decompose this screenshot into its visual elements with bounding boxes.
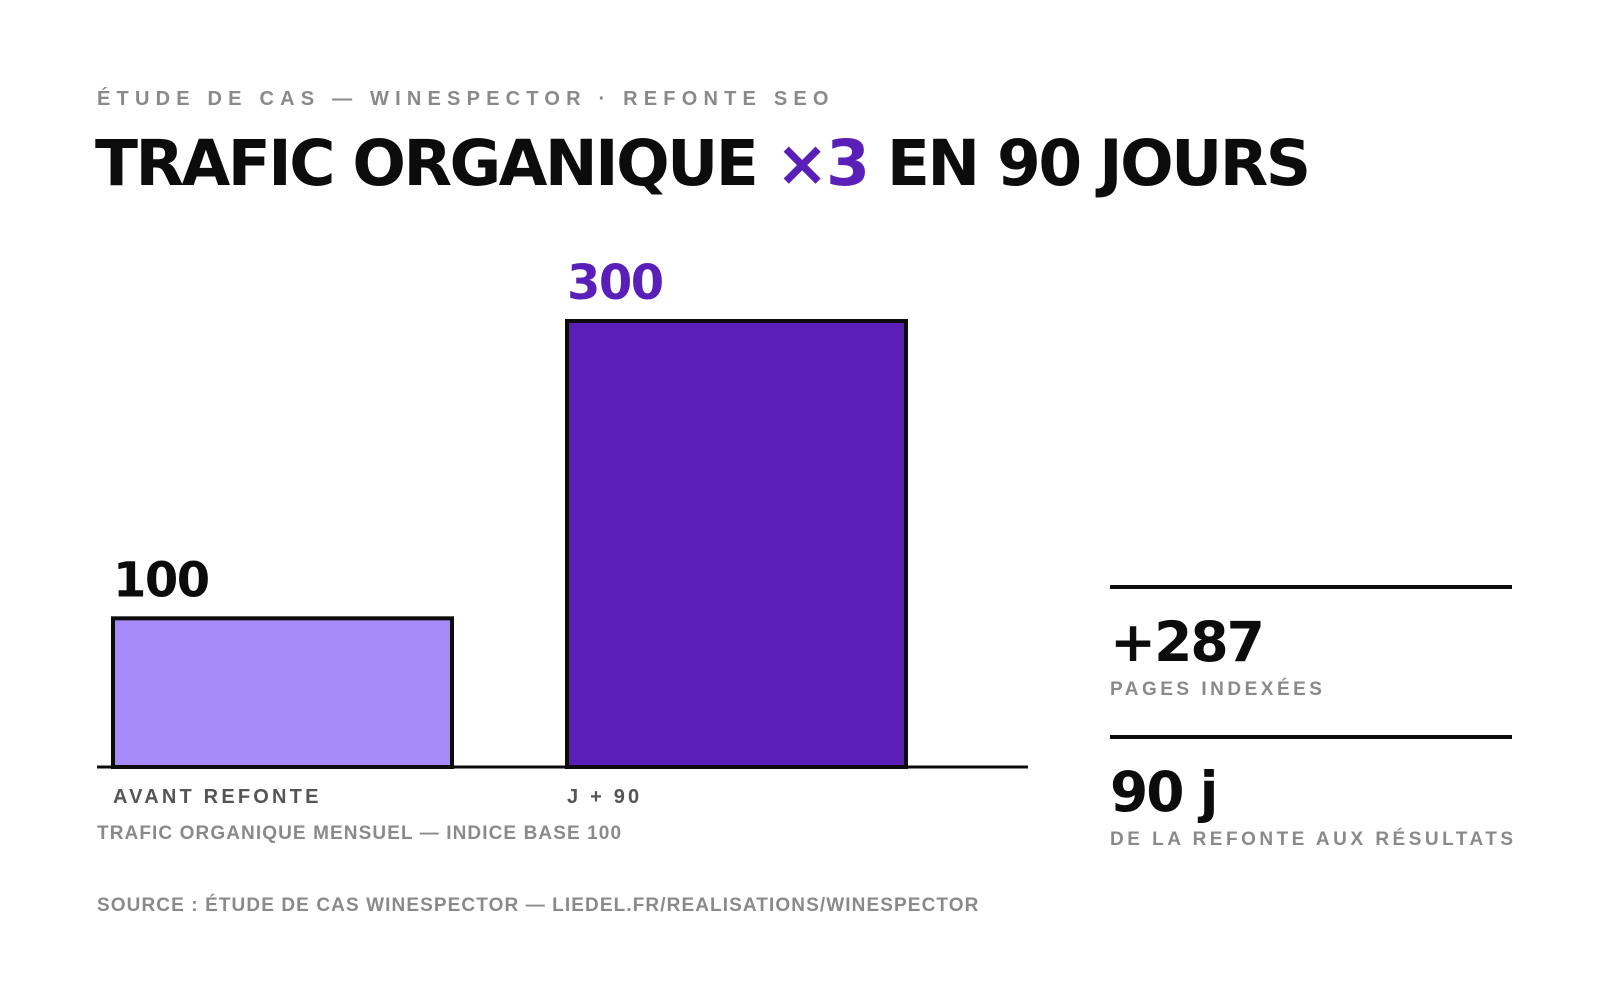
category-label: AVANT REFONTE <box>113 786 322 808</box>
kpi-divider <box>1110 585 1512 589</box>
bar-2 <box>565 319 908 769</box>
category-label: J + 90 <box>567 786 642 808</box>
eyebrow-text: ÉTUDE DE CAS — WINESPECTOR · REFONTE SEO <box>97 88 835 110</box>
kpi-value: +287 <box>1110 610 1265 674</box>
kpi-pages-indexed: +287 PAGES INDEXÉES <box>1110 585 1512 701</box>
chart-caption: TRAFIC ORGANIQUE MENSUEL — INDICE BASE 1… <box>97 823 623 844</box>
title-part-1: TRAFIC ORGANIQUE <box>95 127 776 200</box>
bar-chart: 100 AVANT REFONTE 300 J + 90 <box>97 255 1028 808</box>
title-part-2: EN 90 JOURS <box>867 127 1311 200</box>
source-note: SOURCE : ÉTUDE DE CAS WINESPECTOR — LIED… <box>97 895 980 916</box>
page-title: TRAFIC ORGANIQUE ×3 EN 90 JOURS <box>95 124 1311 204</box>
bar-value-label: 300 <box>567 255 663 311</box>
bar-1 <box>111 616 454 769</box>
kpi-days-to-results: 90 j DE LA REFONTE AUX RÉSULTATS <box>1110 735 1517 851</box>
kpi-label: DE LA REFONTE AUX RÉSULTATS <box>1110 829 1517 850</box>
bar-value-label: 100 <box>113 552 209 608</box>
kpi-label: PAGES INDEXÉES <box>1110 679 1326 700</box>
kpi-value: 90 j <box>1110 760 1219 824</box>
title-accent: ×3 <box>775 127 870 200</box>
kpi-divider <box>1110 735 1512 739</box>
